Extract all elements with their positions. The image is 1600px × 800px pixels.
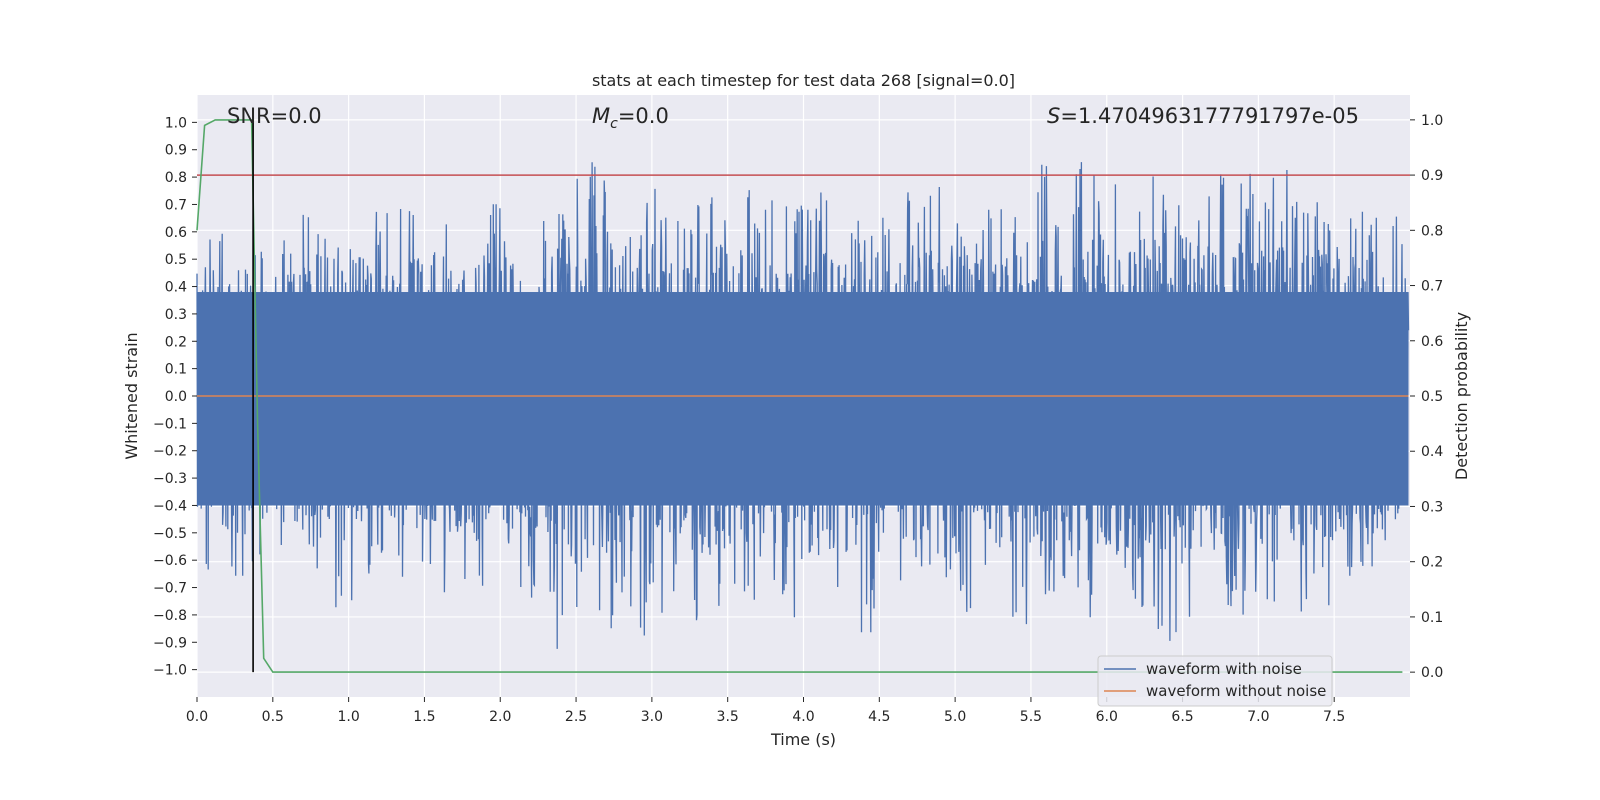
- x-tick-label-3: 1.5: [413, 709, 435, 725]
- mc-symbol: M: [592, 104, 610, 128]
- x-tick-label-5: 2.5: [565, 709, 587, 725]
- legend-entry-noise: waveform with noise: [1146, 660, 1302, 678]
- x-tick-label-9: 4.5: [868, 709, 890, 725]
- y2-tick-label-3: 0.7: [1421, 279, 1443, 295]
- x-tick-label-2: 1.0: [337, 709, 359, 725]
- y-axis-label: Whitened strain: [122, 332, 141, 459]
- y-tick-label-2: 0.8: [165, 170, 187, 186]
- x-tick-label-13: 6.5: [1171, 709, 1193, 725]
- y-tick-label-0: 1.0: [165, 115, 187, 131]
- y2-tick-label-10: 0.0: [1421, 665, 1443, 681]
- x-tick-label-7: 3.5: [717, 709, 739, 725]
- y2-tick-label-2: 0.8: [1421, 223, 1443, 239]
- y-tick-label-7: 0.3: [165, 307, 187, 323]
- x-tick-label-12: 6.0: [1096, 709, 1118, 725]
- chirp-mass-annotation: Mc=0.0: [592, 104, 669, 132]
- y-tick-label-13: −0.3: [153, 471, 187, 487]
- y-tick-label-12: −0.2: [153, 444, 187, 460]
- y-tick-label-15: −0.5: [153, 526, 187, 542]
- series-detection-probability: [196, 119, 1403, 673]
- x-tick-label-11: 5.5: [1020, 709, 1042, 725]
- mc-value: =0.0: [618, 104, 669, 128]
- x-tick-label-1: 0.5: [262, 709, 284, 725]
- y-tick-label-16: −0.6: [153, 553, 187, 569]
- y-tick-label-8: 0.2: [165, 334, 187, 350]
- x-tick-label-0: 0.0: [186, 709, 208, 725]
- y-tick-label-1: 0.9: [165, 143, 187, 159]
- legend: waveform with noise waveform without noi…: [1097, 655, 1333, 707]
- x-tick-label-10: 5.0: [944, 709, 966, 725]
- waveform-with-noise-core: [197, 292, 1409, 506]
- x-tick-label-4: 2.0: [489, 709, 511, 725]
- y-tick-label-9: 0.1: [165, 362, 187, 378]
- x-tick-label-14: 7.0: [1247, 709, 1269, 725]
- y-tick-label-14: −0.4: [153, 498, 187, 514]
- y2-tick-label-7: 0.3: [1421, 499, 1443, 515]
- y-tick-label-3: 0.7: [165, 197, 187, 213]
- y-tick-label-5: 0.5: [165, 252, 187, 268]
- y-tick-label-6: 0.4: [165, 280, 187, 296]
- y2-tick-label-6: 0.4: [1421, 444, 1443, 460]
- y-tick-label-20: −1.0: [153, 663, 187, 679]
- y2-tick-label-1: 0.9: [1421, 168, 1443, 184]
- s-value: =1.4704963177791797e-05: [1060, 104, 1359, 128]
- x-tick-label-15: 7.5: [1323, 709, 1345, 725]
- detection-probability-line: [196, 119, 1403, 673]
- snr-annotation: SNR=0.0: [227, 104, 322, 128]
- y-tick-label-18: −0.8: [153, 608, 187, 624]
- s-symbol: S: [1047, 104, 1060, 128]
- score-annotation: S=1.4704963177791797e-05: [1047, 104, 1359, 128]
- y2-axis-label: Detection probability: [1452, 312, 1471, 480]
- y2-tick-label-0: 1.0: [1421, 113, 1443, 129]
- x-tick-label-8: 4.0: [792, 709, 814, 725]
- legend-box: [1097, 655, 1333, 707]
- y-tick-label-19: −0.9: [153, 635, 187, 651]
- x-axis-label: Time (s): [770, 730, 836, 749]
- x-axis-ticks: 0.0 0.5 1.0 1.5 2.0 2.5 3.0 3.5 4.0 4.5 5.0 5.5 6.0 6…: [186, 697, 1345, 725]
- mc-subscript: c: [610, 116, 618, 132]
- series-waveform-with-noise: [196, 162, 1410, 649]
- y2-tick-label-5: 0.5: [1421, 389, 1443, 405]
- y-axis-ticks: 1.0 0.9 0.8 0.7 0.6 0.5 0.4 0.3 0.2 0.1 0.0 −0.1 −0.…: [153, 115, 197, 679]
- y2-axis-ticks: 1.0 0.9 0.8 0.7 0.6 0.5 0.4 0.3 0.2 0.1 0.0: [1410, 113, 1443, 681]
- y-tick-label-4: 0.6: [165, 225, 187, 241]
- y2-tick-label-8: 0.2: [1421, 555, 1443, 571]
- y-tick-label-11: −0.1: [153, 416, 187, 432]
- y-tick-label-10: 0.0: [165, 389, 187, 405]
- y-tick-label-17: −0.7: [153, 581, 187, 597]
- x-tick-label-6: 3.0: [641, 709, 663, 725]
- chart-title: stats at each timestep for test data 268…: [592, 71, 1015, 90]
- y2-tick-label-4: 0.6: [1421, 334, 1443, 350]
- legend-entry-clean: waveform without noise: [1146, 682, 1326, 700]
- y2-tick-label-9: 0.1: [1421, 610, 1443, 626]
